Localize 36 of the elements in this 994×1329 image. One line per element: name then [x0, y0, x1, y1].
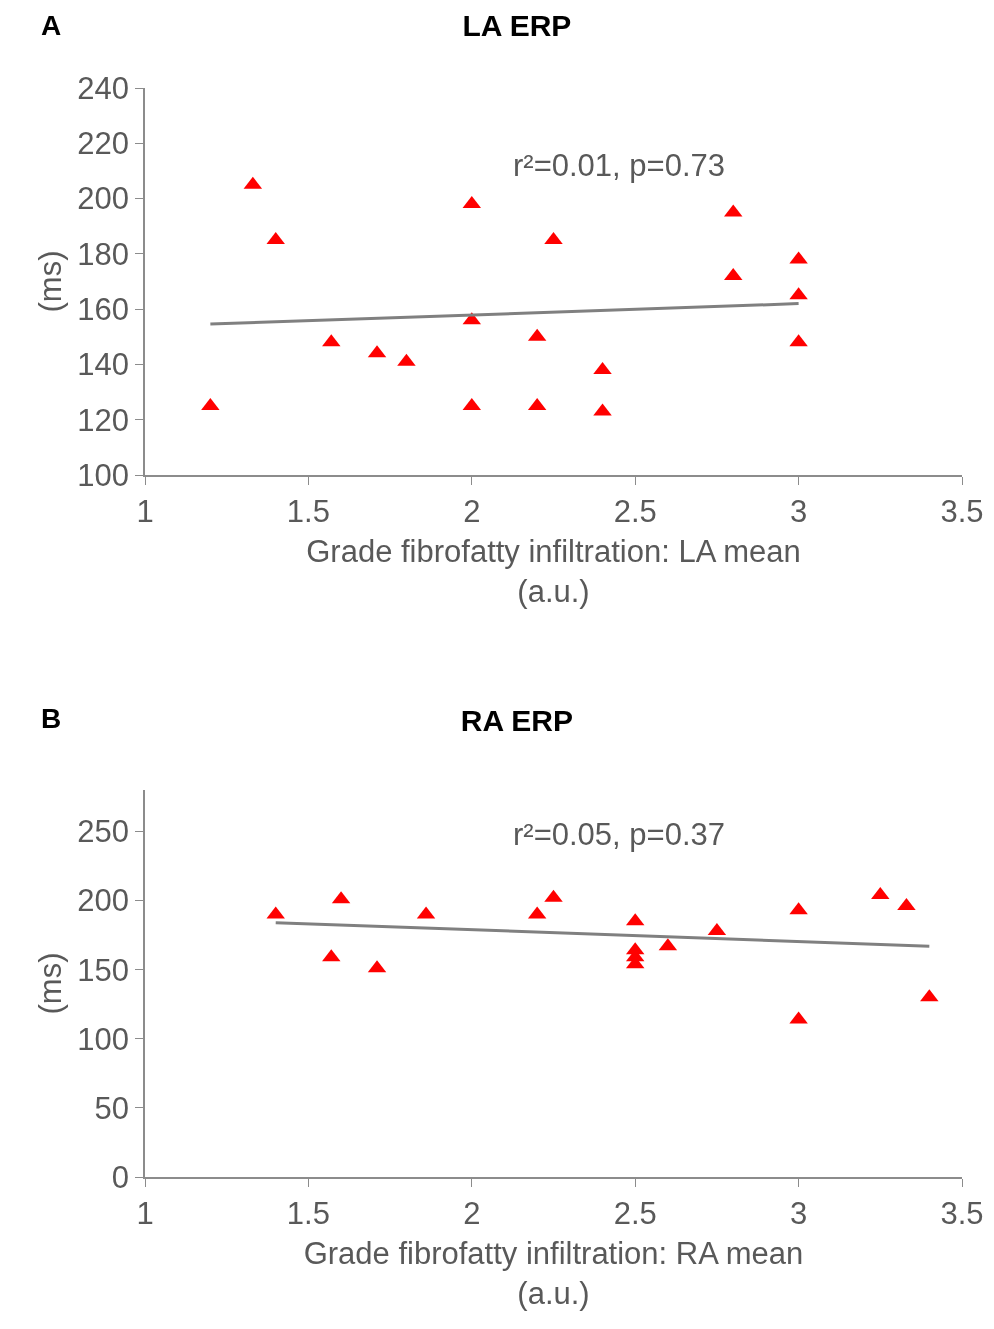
x-tick-label: 3.5	[940, 1195, 984, 1231]
y-axis-title: (ms)	[33, 952, 69, 1015]
y-tick-label: 240	[77, 70, 130, 106]
annotation: r²=0.01, p=0.73	[513, 148, 725, 183]
y-tick-label: 220	[77, 126, 130, 162]
x-axis-title: Grade fibrofatty infiltration: RA mean (a.u.)	[303, 1235, 804, 1311]
x-tick-label: 1.5	[286, 493, 330, 529]
y-tick-label: 160	[77, 291, 130, 327]
y-tick-label: 100	[77, 457, 130, 493]
x-tick-label: 2.5	[613, 1195, 657, 1231]
x-tick-label: 2.5	[613, 493, 657, 529]
x-tick-label: 3	[789, 1195, 808, 1231]
text: B	[41, 703, 62, 734]
chart-title: LA ERP	[462, 8, 572, 42]
y-tick-label: 0	[111, 1159, 130, 1195]
y-tick-label: 50	[94, 1090, 130, 1126]
x-tick-label: 3.5	[940, 493, 984, 529]
chart-title: RA ERP	[460, 703, 574, 737]
x-tick-label: 2	[463, 493, 481, 529]
x-tick-label: 1.5	[286, 1195, 330, 1231]
y-axis-title: (ms)	[33, 250, 69, 313]
y-tick-label: 180	[77, 236, 130, 272]
x-tick-label: 1	[136, 1195, 154, 1231]
y-tick-label: 200	[77, 181, 130, 217]
y-tick-label: 140	[77, 347, 130, 383]
y-tick-label: 150	[77, 952, 130, 988]
y-tick-label: 200	[77, 883, 130, 919]
x-tick-label: 3	[789, 493, 808, 529]
x-axis-title: Grade fibrofatty infiltration: LA mean (a.u.)	[306, 533, 801, 609]
y-tick-label: 250	[77, 814, 130, 850]
x-tick-label: 2	[463, 1195, 481, 1231]
y-tick-label: 100	[77, 1021, 130, 1057]
x-tick-label: 1	[136, 493, 154, 529]
annotation: r²=0.05, p=0.37	[513, 817, 725, 852]
y-tick-label: 120	[77, 402, 130, 438]
text: A	[41, 10, 62, 41]
